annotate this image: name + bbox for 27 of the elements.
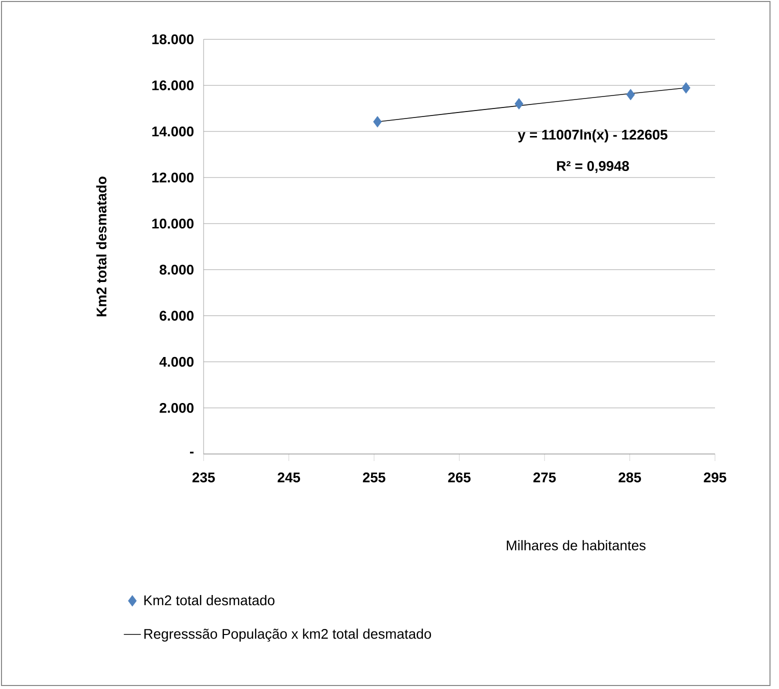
x-axis-title: Milhares de habitantes [506, 540, 646, 550]
x-tick-label: 265 [448, 472, 471, 482]
point [626, 88, 635, 100]
y-tick-label: 14.000 [152, 126, 194, 136]
y-tick-label: 6.000 [160, 310, 194, 321]
x-tick-label: 285 [618, 472, 642, 482]
y-tick-label: 12.000 [152, 172, 194, 182]
x-tick-label: 255 [362, 472, 386, 482]
y-tick-label: - [190, 452, 194, 454]
x-tick-label: 275 [533, 472, 556, 482]
y-tick-label: 4.000 [159, 356, 194, 367]
annotation: R² = 0,9948 [557, 161, 629, 173]
x-tick-label: 245 [278, 472, 300, 482]
y-axis-title: Km2 total desmatado [96, 176, 106, 316]
y-tick-label: 16.000 [152, 80, 194, 90]
x-tick-label: 235 [192, 472, 215, 482]
x-tick-label: 295 [704, 472, 726, 482]
legend-label: Km2 total desmatado [144, 595, 274, 606]
y-tick-label: 8.000 [160, 264, 194, 275]
y-tick-label: 10.000 [152, 218, 194, 229]
y-tick-label: 2.000 [160, 402, 194, 413]
point [373, 116, 382, 128]
point [682, 82, 690, 94]
legend-label: Regresssão População x km2 total desmatado [144, 628, 432, 642]
annotation: y = 11007ln(x) - 122605 [518, 129, 668, 142]
y-tick-label: 18.000 [152, 34, 194, 44]
point [514, 98, 524, 110]
